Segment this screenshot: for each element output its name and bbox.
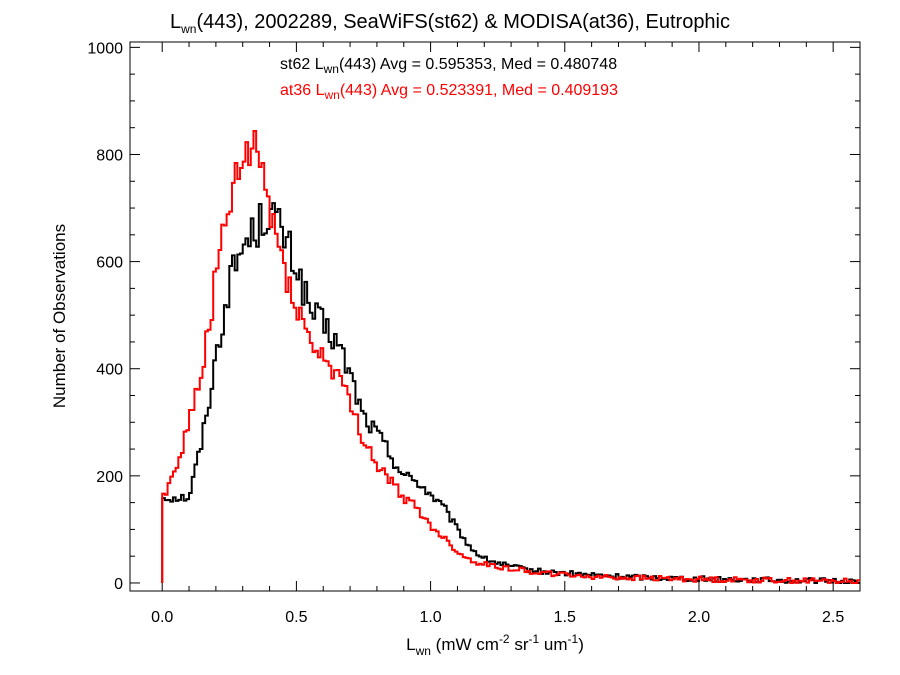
- y-tick-label: 400: [96, 362, 123, 379]
- x-tick-label: 1.5: [554, 609, 576, 626]
- title-rest: (443), 2002289, SeaWiFS(st62) & MODISA(a…: [196, 11, 730, 33]
- series-line-at36: [161, 130, 860, 584]
- title-prefix: L: [170, 11, 181, 33]
- y-tick-label: 1000: [87, 40, 123, 57]
- x-axis-label: Lwn (mW cm-2 sr-1 um-1): [406, 632, 584, 658]
- y-axis-ticks: 0 200 400 600 800 1000: [87, 40, 860, 593]
- plot-frame: [129, 41, 861, 592]
- x-tick-label: 2.5: [822, 609, 844, 626]
- series-stat-st62: st62 Lwn(443) Avg = 0.595353, Med = 0.48…: [280, 56, 617, 76]
- y-tick-label: 600: [96, 255, 123, 272]
- x-tick-label: 0.5: [285, 609, 307, 626]
- series-stat-at36: at36 Lwn(443) Avg = 0.523391, Med = 0.40…: [280, 82, 618, 102]
- x-axis-ticks: 0.0 0.5 1.0 1.5 2.0 2.5: [151, 42, 844, 626]
- x-tick-label: 1.0: [419, 609, 441, 626]
- x-tick-label: 0.0: [151, 609, 173, 626]
- y-tick-label: 200: [96, 469, 123, 486]
- series-group: [161, 130, 860, 584]
- y-tick-label: 800: [96, 147, 123, 164]
- title-subscript: wn: [180, 22, 196, 36]
- y-axis-label: Number of Observations: [50, 224, 69, 408]
- x-tick-label: 2.0: [688, 609, 710, 626]
- y-tick-label: 0: [114, 576, 123, 593]
- series-line-st62: [161, 202, 860, 584]
- chart-title: Lwn(443), 2002289, SeaWiFS(st62) & MODIS…: [170, 11, 730, 36]
